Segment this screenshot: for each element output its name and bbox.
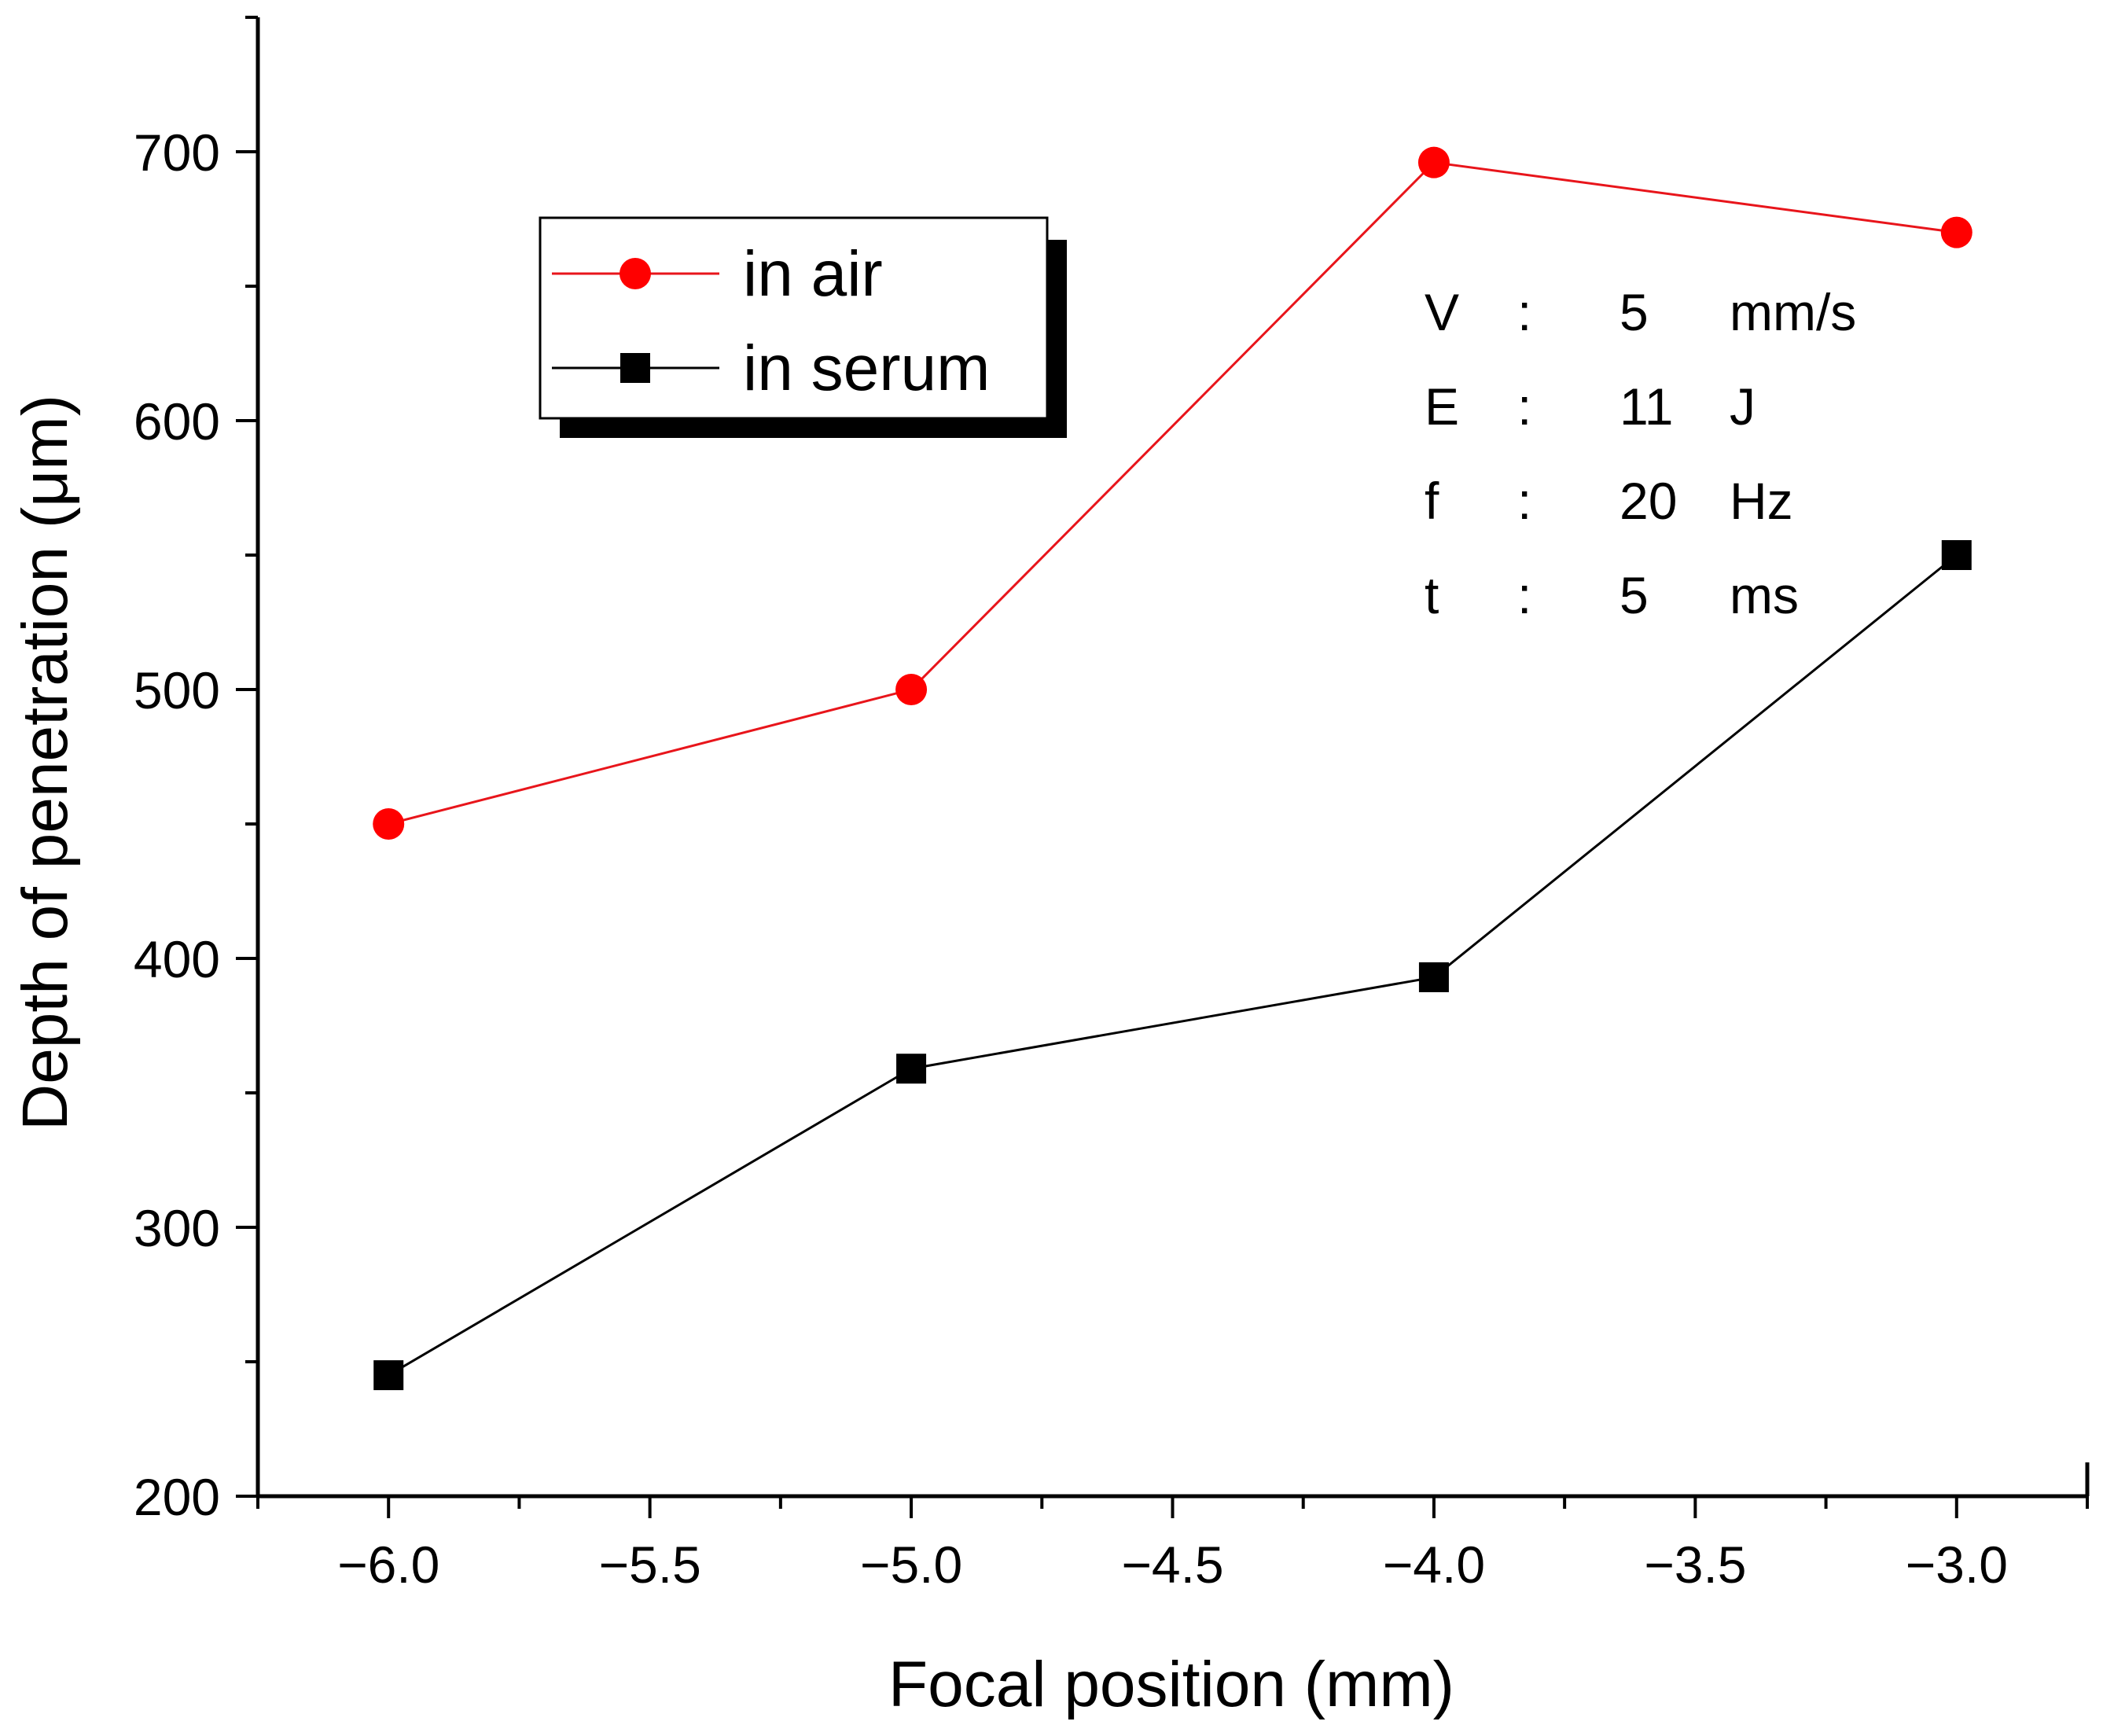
parameter-unit: mm/s xyxy=(1730,283,1856,341)
y-tick-label: 600 xyxy=(134,392,220,451)
x-tick-label: −4.5 xyxy=(1121,1536,1223,1594)
legend: in air in serum xyxy=(539,216,1067,438)
parameter-value: 20 xyxy=(1620,472,1677,530)
parameter-value: 5 xyxy=(1620,283,1649,341)
x-tick-label: −5.0 xyxy=(860,1536,962,1594)
parameter-unit: J xyxy=(1730,377,1756,436)
parameter-sep: : xyxy=(1517,472,1531,530)
parameter-symbol: V xyxy=(1425,283,1459,341)
parameter-sep: : xyxy=(1517,283,1531,341)
parameter-symbol: t xyxy=(1425,566,1439,624)
y-tick-label: 500 xyxy=(134,661,220,719)
legend-box xyxy=(539,216,1049,420)
parameter-value: 5 xyxy=(1620,566,1649,624)
data-point-in-serum xyxy=(896,1054,927,1084)
parameter-sep: : xyxy=(1517,566,1531,624)
data-point-in-air xyxy=(1940,216,1972,248)
series-line-in-serum xyxy=(388,554,1958,1377)
parameter-unit: Hz xyxy=(1730,472,1793,530)
y-tick-label: 700 xyxy=(134,123,220,182)
data-point-in-air xyxy=(373,808,405,840)
parameter-unit: ms xyxy=(1730,566,1799,624)
legend-entries: in air in serum xyxy=(552,238,990,404)
parameter-value: 11 xyxy=(1620,377,1674,436)
parameters-block: V: 5 mm/s E: 11 Jf: 20 Hz t: 5 ms xyxy=(1425,283,1856,624)
x-tick-label: −6.0 xyxy=(337,1536,439,1594)
data-point-in-serum xyxy=(1941,540,1972,570)
data-point-in-air xyxy=(1417,146,1450,178)
data-point-in-air xyxy=(895,674,928,705)
y-tick-label: 400 xyxy=(134,930,220,988)
legend-marker-circle xyxy=(620,258,651,289)
legend-marker-square xyxy=(620,353,650,383)
parameter-sep: : xyxy=(1517,377,1531,436)
data-point-in-serum xyxy=(1418,962,1449,992)
y-axis-title: Depth of penetration (μm) xyxy=(9,395,81,1131)
x-tick-label: −3.5 xyxy=(1644,1536,1746,1594)
series-group xyxy=(373,146,1972,1391)
parameter-symbol: f xyxy=(1425,472,1439,530)
legend-label: in serum xyxy=(743,333,990,404)
series-line-in-air xyxy=(388,161,1957,826)
axes-group xyxy=(256,17,2090,1499)
x-tick-label: −4.0 xyxy=(1383,1536,1485,1594)
y-tick-label: 300 xyxy=(134,1199,220,1257)
parameter-symbol: E xyxy=(1425,377,1459,436)
x-axis-title: Focal position (mm) xyxy=(888,1649,1454,1720)
data-point-in-serum xyxy=(373,1360,404,1391)
ticks-group: −6.0 −5.5 −5.0 −4.5 −4.0 −3.5 −3.0 200 300 400 500… xyxy=(134,16,2089,1594)
x-tick-label: −3.0 xyxy=(1906,1536,2008,1594)
y-tick-label: 200 xyxy=(134,1468,220,1526)
legend-label: in air xyxy=(743,238,883,310)
x-tick-label: −5.5 xyxy=(598,1536,700,1594)
